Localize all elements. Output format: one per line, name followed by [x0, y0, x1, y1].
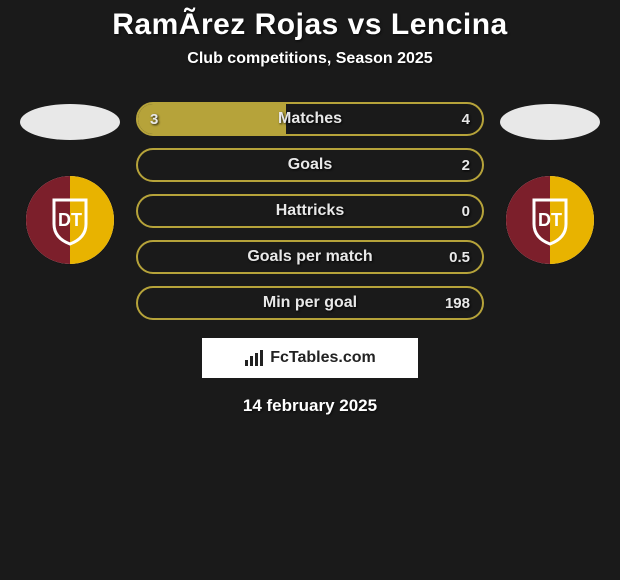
- stat-label: Hattricks: [138, 196, 482, 226]
- stat-value-right: 198: [445, 288, 470, 318]
- watermark: FcTables.com: [202, 338, 418, 378]
- left-club-badge: DT: [26, 176, 114, 264]
- left-player-avatar: [20, 104, 120, 140]
- stat-bar: Hattricks0: [136, 194, 484, 228]
- right-club-badge: DT: [506, 176, 594, 264]
- stat-bar: Goals2: [136, 148, 484, 182]
- date: 14 february 2025: [0, 396, 620, 416]
- stats-bars: 3Matches4 Goals2 Hattricks0 Goals per match…: [122, 102, 498, 320]
- page-title: RamÃ­rez Rojas vs Lencina: [0, 8, 620, 42]
- stat-bar: Min per goal198: [136, 286, 484, 320]
- stat-fill-left: [138, 104, 286, 134]
- main-row: DT 3Matches4 Goals2 Hattricks0 Goals per ma…: [0, 104, 620, 320]
- stat-value-right: 0: [462, 196, 470, 226]
- svg-text:DT: DT: [538, 210, 562, 230]
- stat-value-right: 0.5: [449, 242, 470, 272]
- stat-label: Goals: [138, 150, 482, 180]
- chart-icon: [244, 350, 264, 366]
- right-player-avatar: [500, 104, 600, 140]
- badge-crest-icon: DT: [524, 194, 576, 246]
- stat-bar: Goals per match0.5: [136, 240, 484, 274]
- subtitle: Club competitions, Season 2025: [0, 50, 620, 68]
- left-player-column: DT: [18, 104, 122, 264]
- badge-crest-icon: DT: [44, 194, 96, 246]
- stat-bar: 3Matches4: [136, 102, 484, 136]
- watermark-text: FcTables.com: [270, 349, 376, 367]
- comparison-card: RamÃ­rez Rojas vs Lencina Club competiti…: [0, 0, 620, 416]
- stat-value-right: 4: [462, 104, 470, 134]
- stat-value-right: 2: [462, 150, 470, 180]
- right-player-column: DT: [498, 104, 602, 264]
- svg-text:DT: DT: [58, 210, 82, 230]
- stat-label: Min per goal: [138, 288, 482, 318]
- stat-label: Goals per match: [138, 242, 482, 272]
